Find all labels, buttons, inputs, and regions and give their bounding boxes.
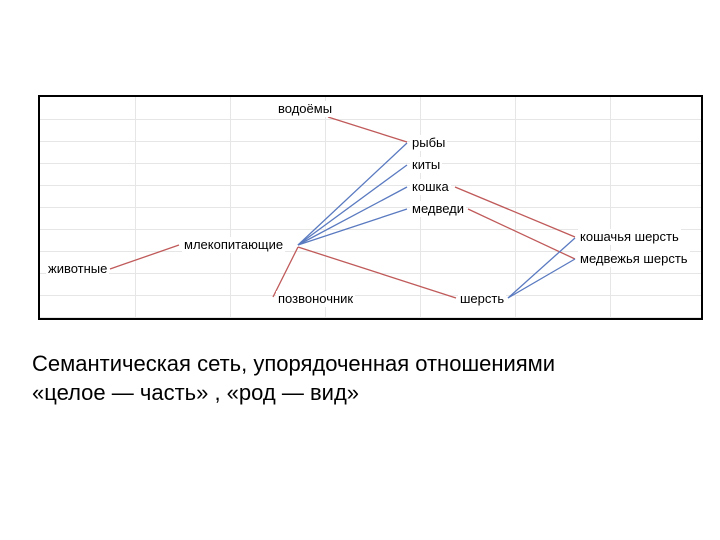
node-sherst: шерсть: [458, 291, 506, 307]
edge: [508, 238, 575, 298]
edge: [273, 247, 298, 297]
node-ryby: рыбы: [410, 135, 447, 151]
edge: [508, 259, 575, 298]
edge: [298, 143, 407, 245]
node-koshka: кошка: [410, 179, 451, 195]
node-mlekopitayushie: млекопитающие: [182, 237, 285, 253]
edge: [110, 245, 179, 269]
edge: [298, 209, 407, 245]
node-koshachya: кошачья шерсть: [578, 229, 681, 245]
node-pozvonochnik: позвоночник: [276, 291, 355, 307]
caption-line-2: «целое — часть» , «род — вид»: [32, 380, 359, 405]
node-zhivotnye: животные: [46, 261, 109, 277]
caption-line-1: Семантическая сеть, упорядоченная отноше…: [32, 351, 555, 376]
edge: [328, 117, 407, 142]
node-medvezhya: медвежья шерсть: [578, 251, 690, 267]
edge: [468, 209, 575, 259]
node-kity: киты: [410, 157, 442, 173]
node-medvedi: медведи: [410, 201, 466, 217]
node-vodoemy: водоёмы: [276, 101, 334, 117]
diagram-caption: Семантическая сеть, упорядоченная отноше…: [32, 350, 555, 407]
semantic-network-frame: водоёмы рыбы киты кошка медведи млекопитающие…: [38, 95, 703, 320]
edge: [298, 187, 407, 245]
edge: [298, 165, 407, 245]
edges-layer: [40, 97, 705, 322]
